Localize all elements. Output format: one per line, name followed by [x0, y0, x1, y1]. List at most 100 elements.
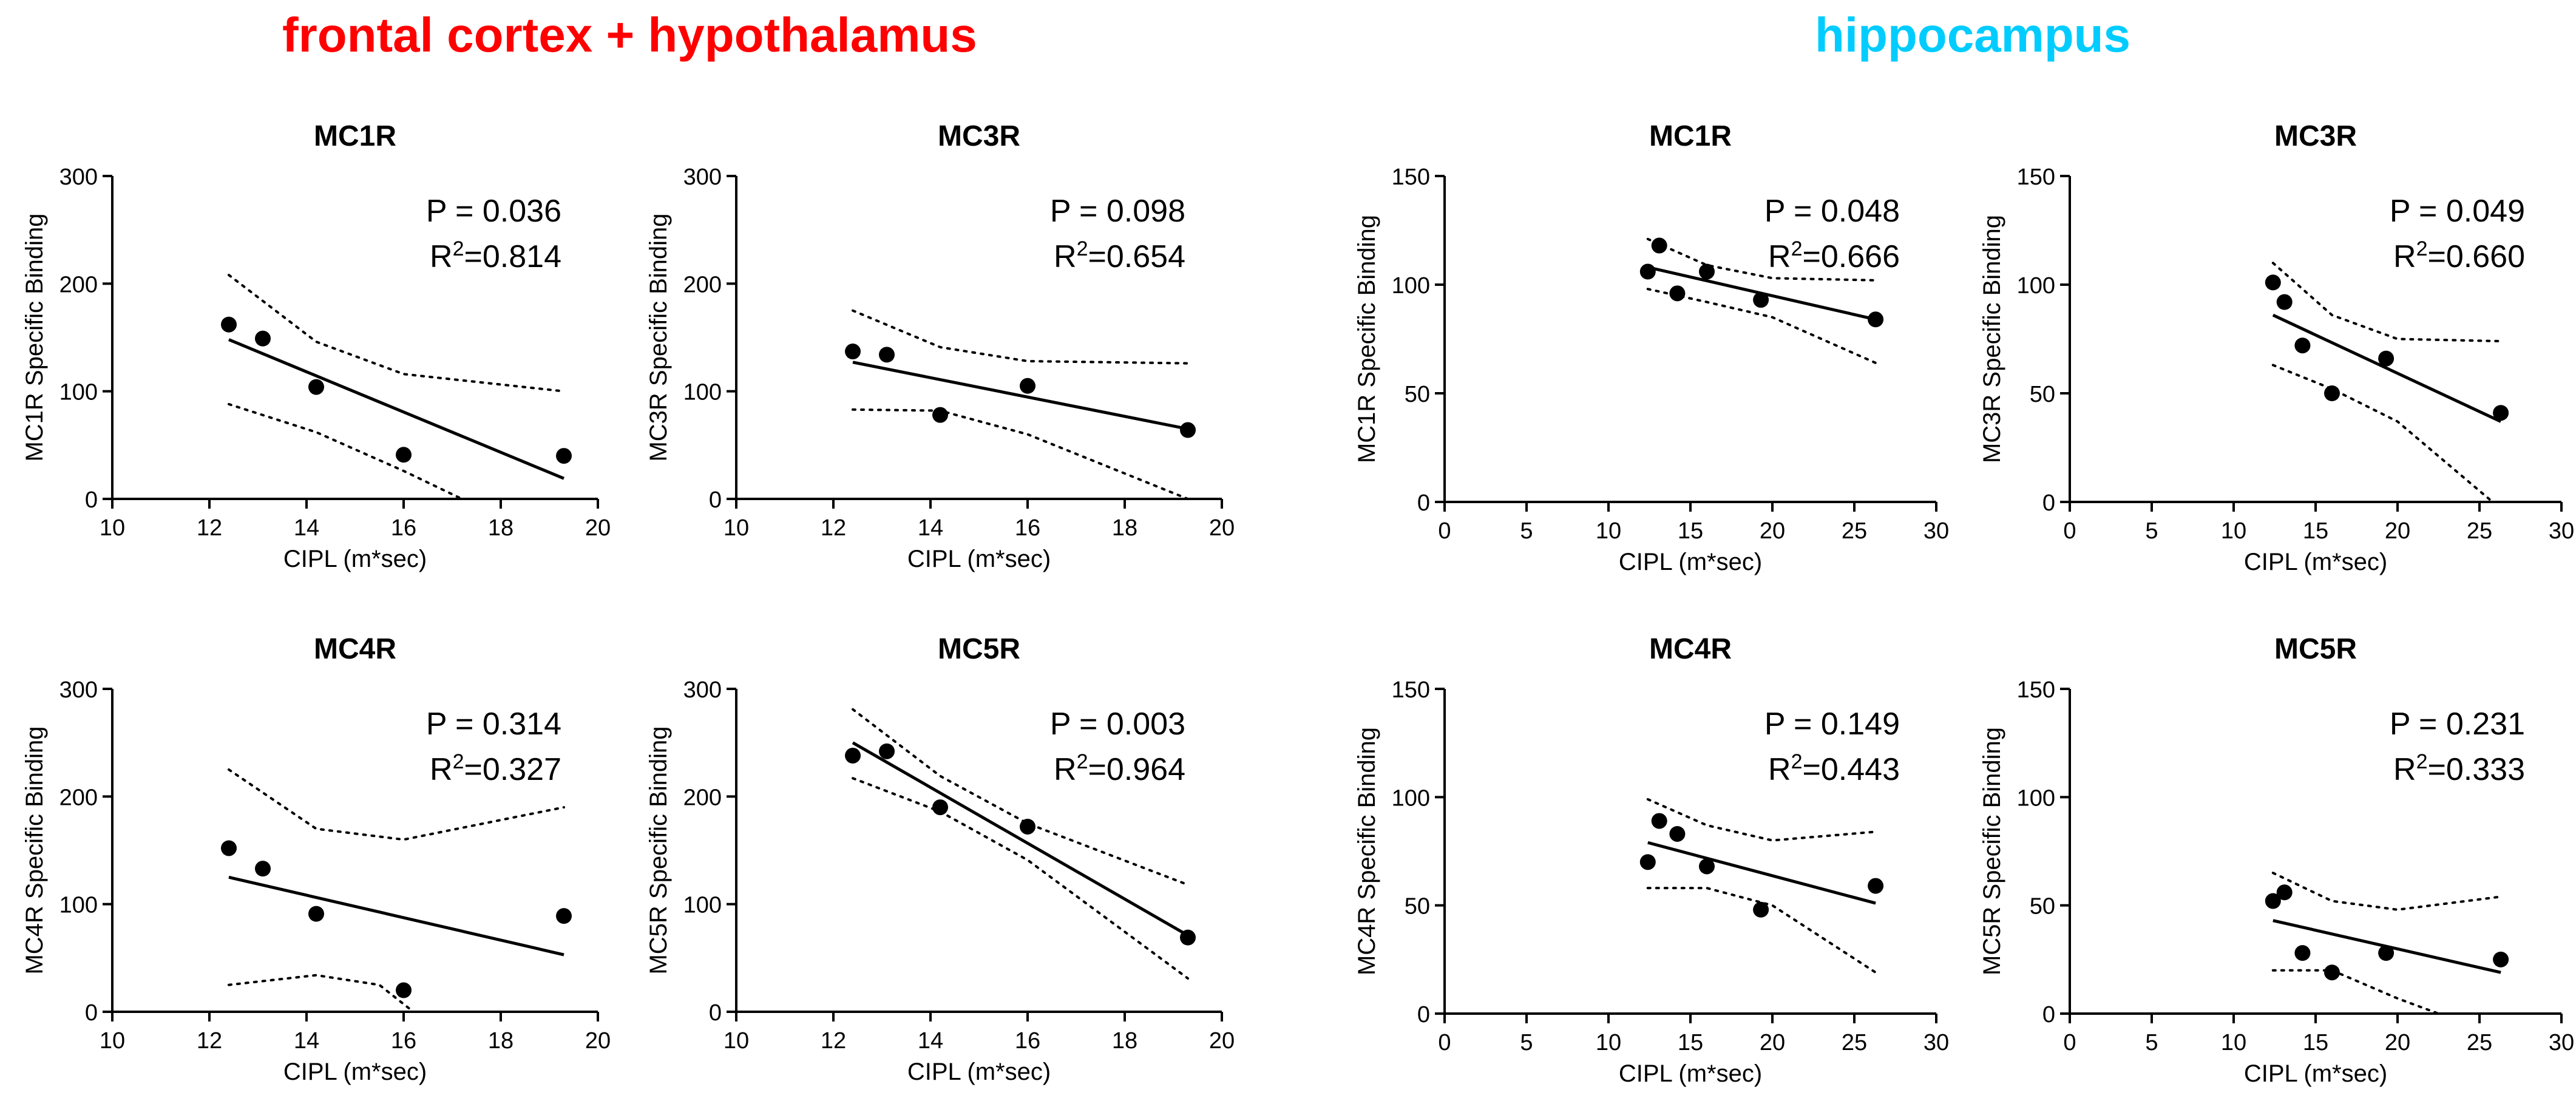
- y-tick-label: 200: [59, 785, 98, 810]
- y-tick-label: 0: [85, 487, 98, 513]
- p-value-label: P = 0.048: [1764, 194, 1900, 229]
- y-tick-label: 150: [2017, 677, 2055, 703]
- ci-upper-band: [228, 768, 565, 841]
- ci-lower-band: [2271, 364, 2494, 503]
- data-point: [2265, 893, 2281, 909]
- data-point: [221, 840, 237, 856]
- x-tick-label: 5: [2145, 518, 2158, 544]
- x-tick-label: 30: [1924, 1030, 1949, 1055]
- data-point: [1180, 929, 1196, 946]
- data-point: [879, 347, 895, 363]
- y-tick-label: 150: [1392, 164, 1430, 190]
- data-point: [1669, 285, 1686, 302]
- y-tick-label: 300: [59, 164, 98, 190]
- chart-panel-7: MC4R 0 50 100 150 0 5 10 15 20 25 30 CIPL (m*sec) MC4…: [1354, 633, 1949, 1087]
- chart-title: MC3R: [938, 120, 1020, 152]
- data-point: [2324, 964, 2340, 981]
- x-tick-label: 20: [2385, 518, 2410, 544]
- data-point: [2265, 274, 2281, 291]
- x-tick-label: 5: [2145, 1030, 2158, 1055]
- y-tick-label: 0: [85, 1000, 98, 1026]
- y-tick-label: 0: [2042, 490, 2055, 516]
- data-point: [2294, 337, 2311, 354]
- ci-upper-band: [852, 309, 1189, 365]
- data-point: [1699, 858, 1715, 875]
- chart-title: MC5R: [938, 633, 1020, 665]
- data-point: [308, 906, 324, 922]
- data-point: [1669, 825, 1686, 842]
- data-point: [221, 316, 237, 333]
- y-tick-label: 300: [683, 677, 722, 703]
- x-tick-label: 16: [1015, 1028, 1040, 1054]
- x-tick-label: 10: [100, 515, 125, 541]
- x-tick-label: 20: [1209, 1028, 1235, 1054]
- y-tick-label: 50: [1405, 894, 1430, 920]
- y-tick-label: 100: [59, 893, 98, 918]
- x-axis-label: CIPL (m*sec): [907, 546, 1051, 572]
- data-point: [1651, 813, 1667, 829]
- y-tick-label: 100: [2017, 785, 2055, 811]
- data-point: [2378, 945, 2395, 961]
- regression-line: [2272, 313, 2502, 423]
- y-axis-label: MC3R Specific Binding: [645, 213, 672, 461]
- x-tick-label: 18: [488, 1028, 514, 1054]
- ci-lower-band: [2271, 969, 2440, 1015]
- ci-upper-band: [2271, 262, 2503, 343]
- data-point: [1020, 818, 1035, 835]
- data-point: [1651, 237, 1667, 254]
- x-axis-label: CIPL (m*sec): [1619, 549, 1762, 575]
- r-squared-value: =0.443: [1803, 752, 1900, 787]
- group-title-hippocampus: hippocampus: [1815, 8, 2131, 62]
- data-point: [396, 447, 412, 463]
- y-tick-label: 100: [1392, 273, 1430, 299]
- ci-lower-band: [852, 408, 1189, 500]
- y-axis-label: MC4R Specific Binding: [1354, 727, 1380, 975]
- r-squared-superscript: 2: [1791, 237, 1803, 260]
- chart-title: MC4R: [1649, 633, 1732, 665]
- y-tick-label: 150: [1392, 677, 1430, 703]
- data-point: [1753, 901, 1769, 918]
- data-point: [2276, 884, 2293, 901]
- y-tick-label: 0: [709, 487, 722, 513]
- regression-line: [228, 338, 564, 480]
- r-squared-label: R2=0.327: [430, 750, 561, 787]
- x-tick-label: 15: [2303, 518, 2328, 544]
- r-squared-superscript: 2: [453, 750, 464, 773]
- p-value-label: P = 0.098: [1050, 194, 1185, 229]
- data-point: [255, 330, 271, 347]
- data-point: [845, 747, 861, 764]
- y-axis-label: MC5R Specific Binding: [645, 726, 672, 974]
- p-value-label: P = 0.149: [1764, 706, 1900, 742]
- data-point: [1180, 422, 1196, 438]
- data-point: [2493, 951, 2509, 967]
- y-tick-label: 0: [2042, 1002, 2055, 1028]
- data-point: [845, 344, 861, 360]
- data-point: [1639, 854, 1656, 870]
- data-point: [556, 448, 572, 464]
- r-squared-symbol: R: [1768, 239, 1791, 274]
- ci-lower-band: [852, 777, 1189, 980]
- x-tick-label: 18: [488, 515, 514, 541]
- x-tick-label: 15: [1678, 1030, 1703, 1055]
- x-tick-label: 10: [100, 1028, 125, 1054]
- y-axis-label: MC3R Specific Binding: [1979, 215, 2005, 463]
- x-tick-label: 25: [1842, 518, 1867, 544]
- x-axis-label: CIPL (m*sec): [1619, 1060, 1762, 1087]
- data-point: [2378, 350, 2395, 367]
- y-tick-label: 50: [1405, 382, 1430, 407]
- regression-line: [852, 361, 1188, 431]
- y-tick-label: 0: [709, 1000, 722, 1026]
- r-squared-superscript: 2: [453, 237, 464, 260]
- regression-line: [1647, 841, 1876, 905]
- x-tick-label: 12: [197, 1028, 222, 1054]
- y-tick-label: 50: [2030, 382, 2055, 407]
- x-tick-label: 20: [585, 1028, 611, 1054]
- r-squared-symbol: R: [1768, 752, 1791, 787]
- r-squared-superscript: 2: [2416, 237, 2428, 260]
- chart-title: MC1R: [1649, 120, 1732, 152]
- chart-panel-6: MC3R 0 50 100 150 0 5 10 15 20 25 30 CIPL (m*sec) MC3…: [1979, 120, 2574, 575]
- x-tick-label: 10: [724, 515, 749, 541]
- r-squared-symbol: R: [2393, 239, 2416, 274]
- ci-lower-band: [1646, 887, 1877, 974]
